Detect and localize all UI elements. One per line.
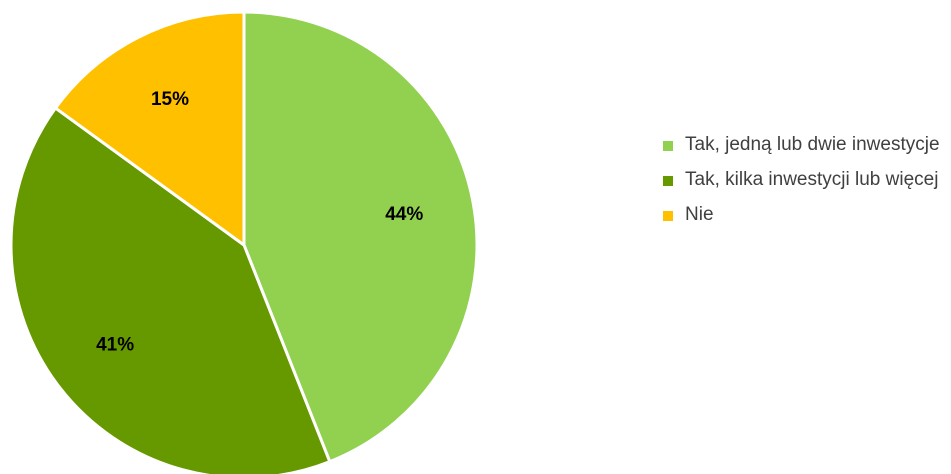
legend-swatch-dark-green bbox=[663, 176, 673, 186]
legend-swatch-yellow bbox=[663, 211, 673, 221]
data-label-tak-kilka-inwestycji-lub-wiecej: 41% bbox=[96, 334, 134, 355]
legend-label: Nie bbox=[685, 204, 714, 225]
legend-item-nie: Nie bbox=[663, 202, 948, 227]
legend-label: Tak, kilka inwestycji lub więcej bbox=[685, 169, 938, 190]
legend-label: Tak, jedną lub dwie inwestycje bbox=[685, 134, 940, 155]
data-label-nie: 15% bbox=[151, 89, 189, 110]
legend-swatch-light-green bbox=[663, 141, 673, 151]
data-label-tak-jedna-lub-dwie-inwestycje: 44% bbox=[385, 204, 423, 225]
chart-legend: Tak, jedną lub dwie inwestycje Tak, kilk… bbox=[663, 132, 948, 237]
legend-item-tak-kilka: Tak, kilka inwestycji lub więcej bbox=[663, 167, 948, 192]
legend-item-tak-jedna-lub-dwie: Tak, jedną lub dwie inwestycje bbox=[663, 132, 948, 157]
